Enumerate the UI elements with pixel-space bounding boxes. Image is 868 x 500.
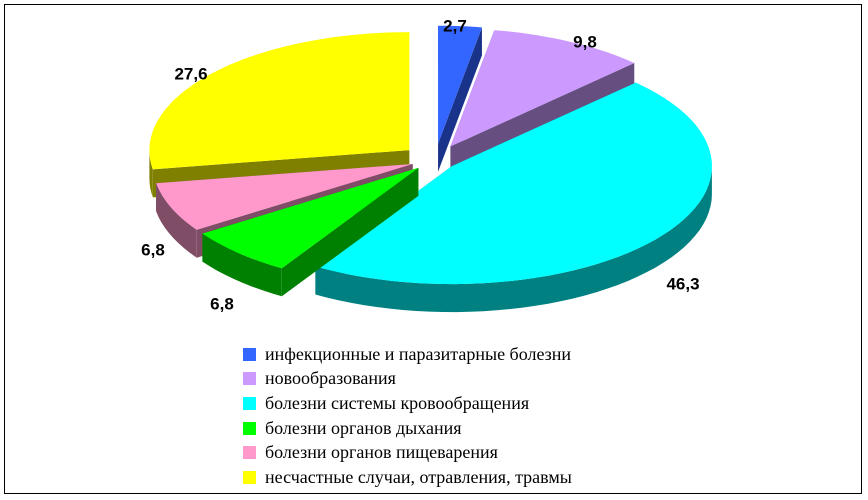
pie-slice <box>149 32 410 170</box>
pie-slice-radial-side <box>438 27 482 172</box>
pie-slice <box>156 164 413 230</box>
pie-slice <box>202 167 419 269</box>
legend-item: инфекционные и паразитарные болезни <box>243 342 572 367</box>
legend-item: болезни системы кровообращения <box>243 391 572 416</box>
legend-swatch <box>243 470 256 484</box>
legend-swatch <box>243 347 256 361</box>
legend-label: болезни органов дыхания <box>265 417 462 438</box>
legend: инфекционные и паразитарные болезни новоо… <box>243 342 572 490</box>
pie-slice-outer-side <box>202 233 282 297</box>
pie-slice <box>438 25 482 144</box>
pie-slice <box>450 30 635 147</box>
data-label: 9,8 <box>573 32 597 51</box>
data-label: 46,3 <box>666 274 699 293</box>
pie-slice-group <box>315 82 712 313</box>
pie-slice-outer-side <box>156 183 197 258</box>
pie-slice-outer-side <box>149 150 153 198</box>
legend-item: новообразования <box>243 367 572 392</box>
pie-slice-group <box>438 25 482 172</box>
data-label: 6,8 <box>141 240 165 259</box>
data-label: 27,6 <box>174 64 207 83</box>
legend-label: болезни системы кровообращения <box>265 392 530 413</box>
legend-label: новообразования <box>265 368 396 389</box>
legend-label: болезни органов пищеварения <box>265 442 498 463</box>
legend-label: инфекционные и паразитарные болезни <box>265 343 572 364</box>
chart-frame: 2,7 9,8 46,3 6,8 6,8 27,6 инфекционные и пара… <box>4 4 862 494</box>
pie-slice-group <box>202 167 419 297</box>
data-label: 6,8 <box>210 294 234 313</box>
data-label: 2,7 <box>443 16 467 35</box>
pie-slice <box>315 82 712 285</box>
legend-item: болезни органов дыхания <box>243 416 572 441</box>
legend-label: несчастные случаи, отравления, травмы <box>265 466 572 487</box>
legend-item: несчастные случаи, отравления, травмы <box>243 465 572 490</box>
legend-swatch <box>243 372 256 386</box>
legend-item: болезни органов пищеварения <box>243 440 572 465</box>
legend-swatch <box>243 446 256 460</box>
pie-slice-outer-side <box>315 166 712 313</box>
legend-swatch <box>243 396 256 410</box>
pie-chart: 2,7 9,8 46,3 6,8 6,8 27,6 <box>141 16 712 313</box>
legend-swatch <box>243 421 256 435</box>
